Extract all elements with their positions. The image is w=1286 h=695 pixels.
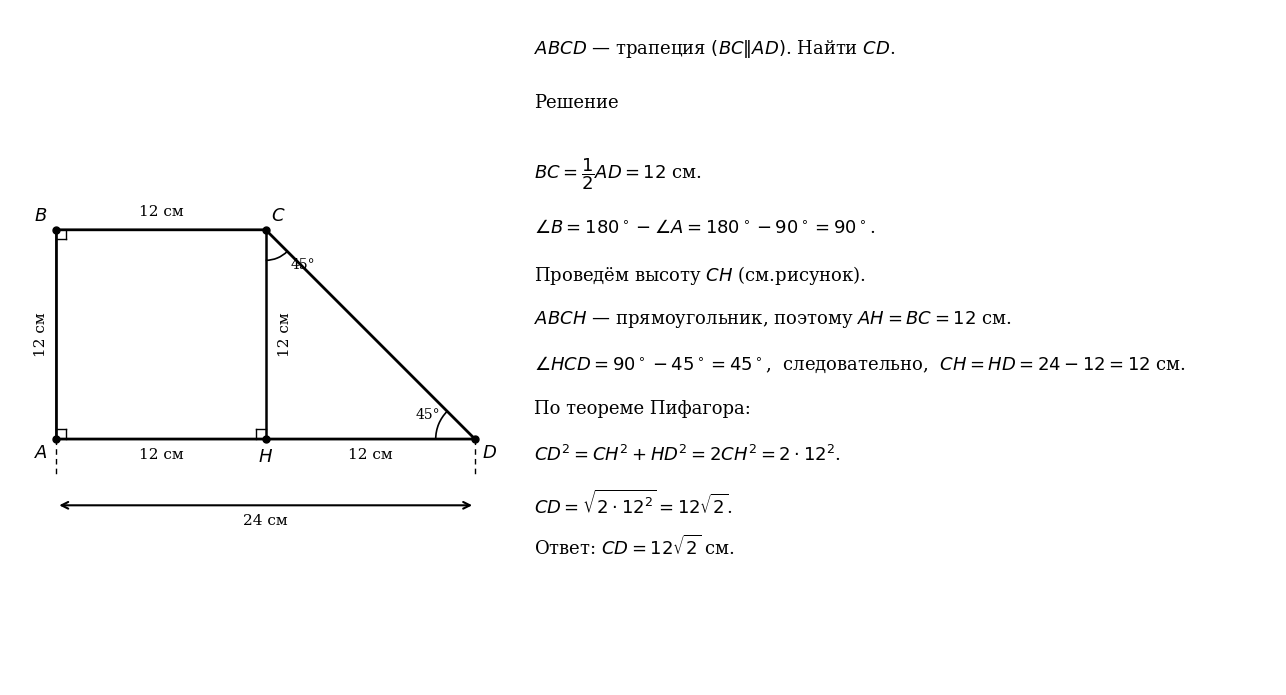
Text: 12 см: 12 см	[349, 448, 392, 461]
Text: $H$: $H$	[258, 448, 273, 466]
Text: $A$: $A$	[33, 444, 48, 462]
Text: 12 см: 12 см	[33, 312, 48, 357]
Text: Ответ: $CD = 12\sqrt{2}$ см.: Ответ: $CD = 12\sqrt{2}$ см.	[534, 535, 734, 559]
Text: 12 см: 12 см	[139, 448, 184, 461]
Text: $C$: $C$	[271, 206, 285, 224]
Text: $\angle HCD = 90^\circ - 45^\circ = 45^\circ$,  следовательно,  $CH = HD = 24 - : $\angle HCD = 90^\circ - 45^\circ = 45^\…	[534, 354, 1186, 375]
Text: $\angle B = 180^\circ - \angle A = 180^\circ - 90^\circ = 90^\circ$.: $\angle B = 180^\circ - \angle A = 180^\…	[534, 219, 876, 237]
Text: Проведём высоту $CH$ (см.рисунок).: Проведём высоту $CH$ (см.рисунок).	[534, 264, 865, 287]
Text: $CD = \sqrt{2 \cdot 12^2} = 12\sqrt{2}$.: $CD = \sqrt{2 \cdot 12^2} = 12\sqrt{2}$.	[534, 490, 732, 518]
Text: 24 см: 24 см	[243, 514, 288, 528]
Text: По теореме Пифагора:: По теореме Пифагора:	[534, 400, 751, 418]
Text: $CD^2 = CH^2 + HD^2 = 2CH^2 = 2 \cdot 12^2$.: $CD^2 = CH^2 + HD^2 = 2CH^2 = 2 \cdot 12…	[534, 445, 841, 465]
Text: $D$: $D$	[482, 444, 496, 462]
Text: $B$: $B$	[35, 206, 48, 224]
Text: 45°: 45°	[415, 407, 440, 422]
Text: Решение: Решение	[534, 94, 619, 112]
Text: $ABCD$ — трапеция $(BC \| AD)$. Найти $CD$.: $ABCD$ — трапеция $(BC \| AD)$. Найти $C…	[534, 38, 895, 60]
Text: 12 см: 12 см	[278, 312, 292, 357]
Text: $ABCH$ — прямоугольник, поэтому $AH = BC = 12$ см.: $ABCH$ — прямоугольник, поэтому $AH = BC…	[534, 309, 1011, 330]
Text: 12 см: 12 см	[139, 205, 184, 220]
Text: 45°: 45°	[291, 258, 315, 272]
Text: $BC = \dfrac{1}{2}AD = 12$ см.: $BC = \dfrac{1}{2}AD = 12$ см.	[534, 156, 702, 192]
